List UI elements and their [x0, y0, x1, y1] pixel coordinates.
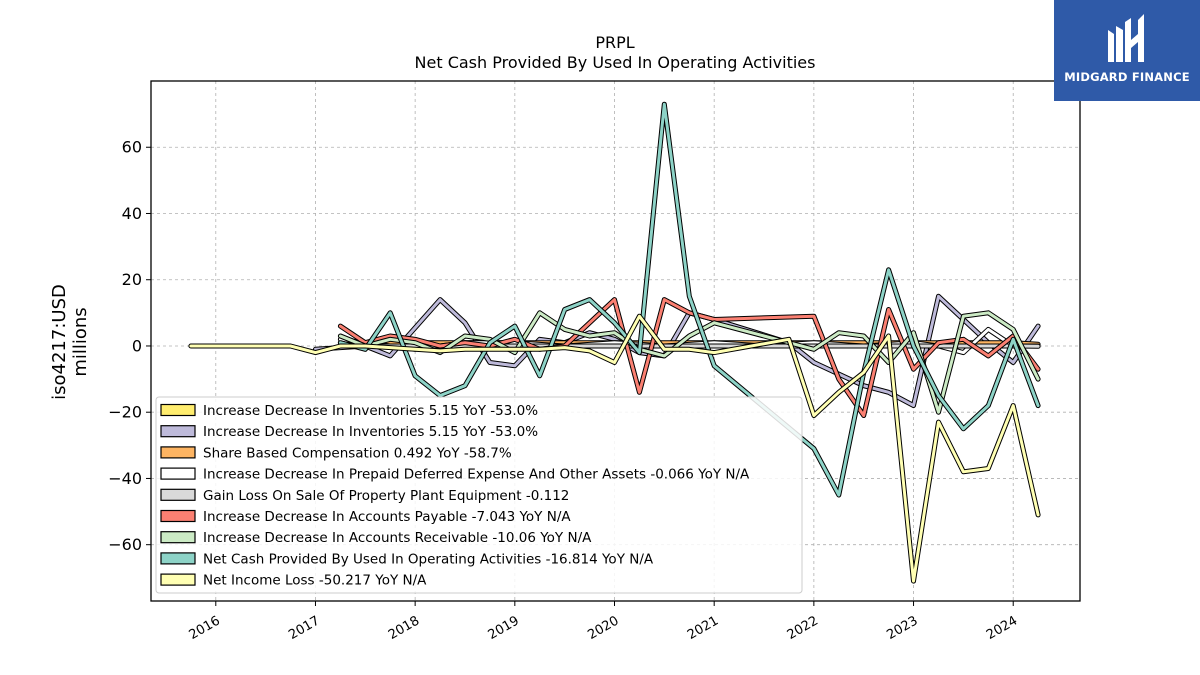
series-6 — [337, 310, 1041, 415]
y-tick-label: 20 — [122, 270, 142, 289]
legend-swatch — [160, 403, 196, 417]
y-tick-label: −60 — [108, 535, 142, 554]
series-group — [188, 101, 1041, 584]
chart-title: PRPL — [595, 33, 634, 52]
x-tick-label: 2022 — [785, 613, 821, 643]
series-line — [338, 298, 1040, 417]
legend-swatch — [160, 573, 196, 586]
y-tick-label: −40 — [108, 469, 142, 488]
y-axis: −60 −40 −20 0 20 40 60 — [108, 138, 151, 554]
y-tick-label: 60 — [122, 138, 142, 157]
midgard-logo-icon — [1108, 14, 1144, 62]
x-tick-label: 2016 — [187, 613, 223, 643]
legend-swatch — [160, 425, 196, 438]
legend-swatch — [160, 552, 196, 565]
legend-entry: Gain Loss On Sale Of Property Plant Equi… — [203, 488, 569, 504]
legend-box — [155, 396, 803, 594]
y-axis-label-unit: millions — [70, 307, 91, 376]
logo-text: MIDGARD FINANCE — [1064, 70, 1190, 84]
x-tick-label: 2018 — [386, 613, 422, 643]
midgard-finance-logo: MIDGARD FINANCE — [1054, 0, 1200, 101]
legend-entry: Share Based Compensation 0.492 YoY -58.7… — [203, 445, 512, 461]
legend-swatch — [160, 509, 196, 523]
y-tick-label: 0 — [132, 336, 142, 355]
chart-subtitle: Net Cash Provided By Used In Operating A… — [415, 53, 816, 72]
series-5 — [337, 297, 1041, 418]
series-line — [338, 311, 1040, 414]
legend-swatch — [160, 531, 196, 544]
series-line — [189, 314, 1040, 583]
legend-entry: Increase Decrease In Prepaid Deferred Ex… — [203, 467, 750, 483]
legend-swatch — [160, 467, 196, 480]
series-8 — [188, 313, 1041, 584]
x-tick-label: 2024 — [984, 613, 1020, 643]
x-tick-label: 2020 — [585, 613, 621, 643]
legend-entry: Net Income Loss -50.217 YoY N/A — [203, 573, 427, 589]
x-tick-label: 2021 — [685, 613, 721, 643]
x-tick-label: 2023 — [884, 613, 920, 643]
x-axis: 2016 2017 2018 2019 2020 2021 2022 2023 2024 — [187, 601, 1020, 643]
legend-entry: Increase Decrease In Accounts Receivable… — [203, 530, 592, 546]
series-7 — [337, 101, 1041, 498]
legend: Increase Decrease In Inventories 5.15 Yo… — [155, 396, 803, 594]
y-tick-label: −20 — [108, 403, 142, 422]
plot-frame — [150, 80, 1081, 602]
legend-entry: Increase Decrease In Inventories 5.15 Yo… — [203, 403, 538, 419]
legend-entry: Net Cash Provided By Used In Operating A… — [203, 551, 654, 567]
legend-swatch — [160, 446, 196, 459]
legend-entry: Increase Decrease In Inventories 5.15 Yo… — [203, 424, 538, 440]
legend-swatch — [160, 488, 196, 501]
y-tick-label: 40 — [122, 204, 142, 223]
series-line — [338, 102, 1040, 497]
x-tick-label: 2019 — [486, 613, 522, 643]
legend-entry: Increase Decrease In Accounts Payable -7… — [203, 509, 571, 525]
y-axis-label: iso4217:USD — [49, 284, 70, 400]
x-tick-label: 2017 — [286, 613, 322, 643]
